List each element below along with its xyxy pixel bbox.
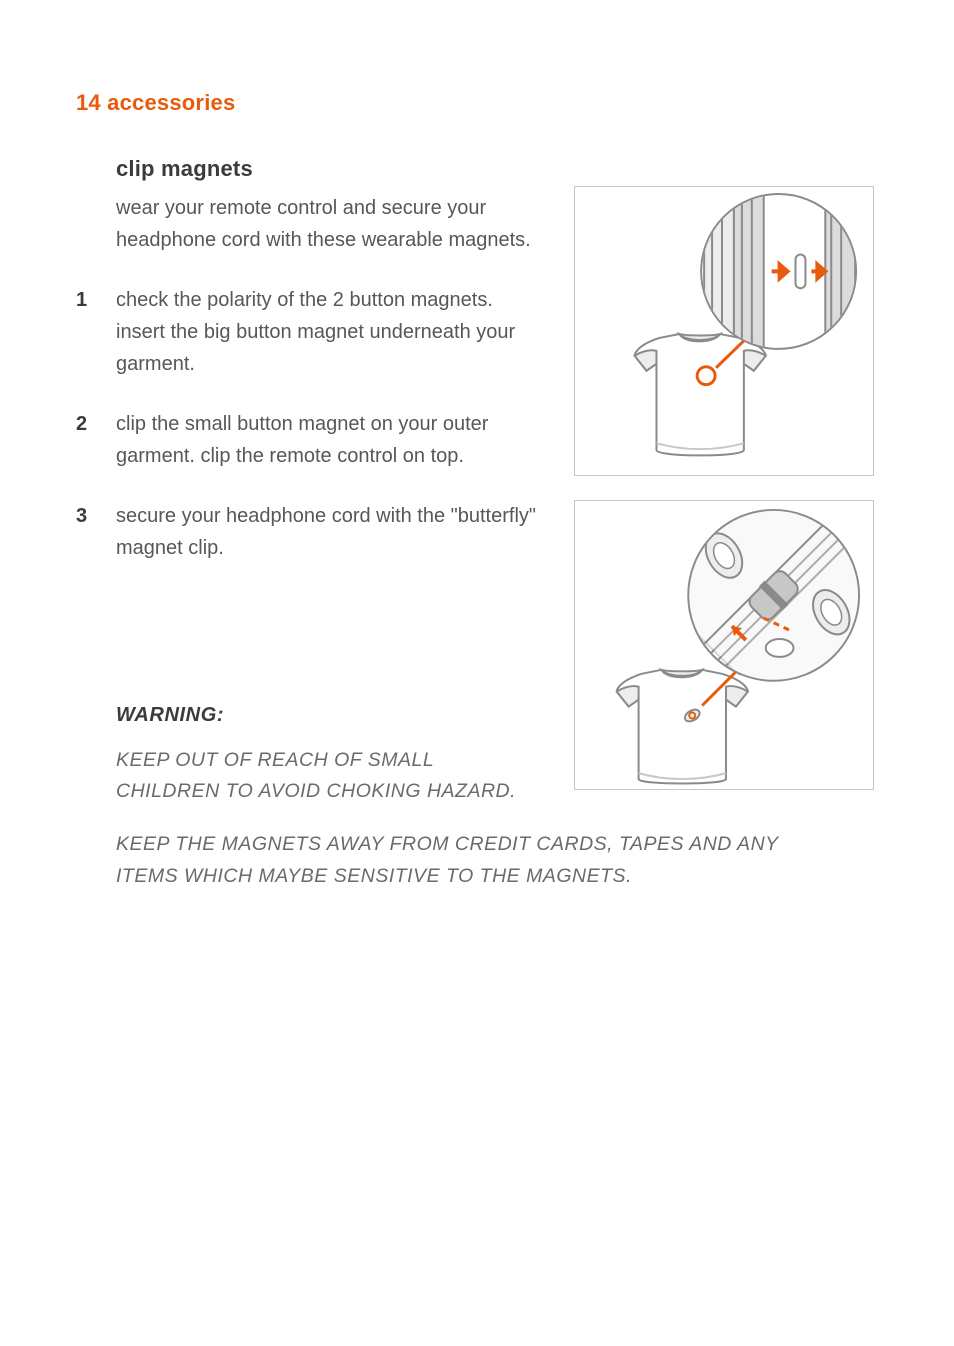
step-text: clip the small button magnet on your out… bbox=[116, 413, 488, 467]
step-text: check the polarity of the 2 button magne… bbox=[116, 289, 515, 375]
section-header: 14 accessories bbox=[76, 90, 874, 116]
step-number: 1 bbox=[76, 284, 87, 316]
warning-text-2: KEEP THE MAGNETS AWAY FROM CREDIT CARDS,… bbox=[116, 829, 836, 891]
step-number: 2 bbox=[76, 408, 87, 440]
step-text: secure your headphone cord with the "but… bbox=[116, 505, 536, 559]
step-item: 2 clip the small button magnet on your o… bbox=[76, 408, 536, 472]
butterfly-clip-illustration-icon bbox=[575, 501, 873, 789]
warning-text-1: KEEP OUT OF REACH OF SMALL CHILDREN TO A… bbox=[116, 745, 536, 807]
warning-title: WARNING: bbox=[116, 704, 536, 727]
figure-butterfly-clip-shirt bbox=[574, 500, 874, 790]
warning-block: WARNING: KEEP OUT OF REACH OF SMALL CHIL… bbox=[116, 704, 536, 807]
step-item: 3 secure your headphone cord with the "b… bbox=[76, 500, 536, 564]
step-item: 1 check the polarity of the 2 button mag… bbox=[76, 284, 536, 380]
figure-clip-magnet-shirt bbox=[574, 186, 874, 476]
subsection-title: clip magnets bbox=[116, 156, 536, 182]
intro-text: wear your remote control and secure your… bbox=[116, 192, 536, 256]
step-number: 3 bbox=[76, 500, 87, 532]
steps-list: 1 check the polarity of the 2 button mag… bbox=[116, 284, 536, 564]
clip-magnet-illustration-icon bbox=[575, 187, 873, 475]
